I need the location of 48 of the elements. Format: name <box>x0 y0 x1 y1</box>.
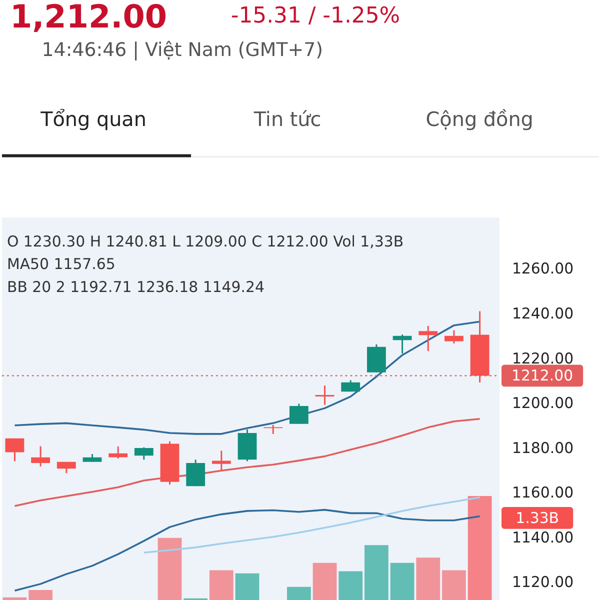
candlestick <box>31 445 50 468</box>
y-tick-label: 1260.00 <box>512 260 574 278</box>
bar <box>312 562 337 600</box>
candlestick <box>418 325 438 352</box>
bar <box>468 496 492 600</box>
candlestick <box>108 446 128 460</box>
text: 14:46:46 | Việt Nam (GMT+7) <box>42 39 323 62</box>
bar <box>286 586 311 600</box>
y-tick-label: 1160.00 <box>512 484 574 502</box>
candlestick <box>186 458 206 487</box>
bar <box>390 562 414 600</box>
text: Tổng quan <box>40 108 146 131</box>
y-tick-label: 1140.00 <box>512 528 574 546</box>
line-series <box>14 508 481 592</box>
bar <box>209 570 234 600</box>
ref-line-label: 1212.00 <box>511 366 574 385</box>
y-tick-label: 1180.00 <box>512 438 574 457</box>
line-series <box>14 320 481 435</box>
text: 1,212.00 <box>10 0 168 36</box>
y-tick-label: 1200.00 <box>512 394 574 412</box>
candlestick <box>289 402 308 425</box>
line-series <box>143 496 481 554</box>
y-tick-label: 1240.00 <box>512 304 574 322</box>
bar <box>338 571 363 600</box>
bar <box>2 597 27 600</box>
bar <box>235 573 260 600</box>
bar <box>158 538 182 600</box>
text: Cộng đồng <box>426 108 534 131</box>
candlestick <box>134 446 154 460</box>
candlestick <box>444 330 464 344</box>
y-tick-label: 1220.00 <box>512 349 574 368</box>
text: Tin tức <box>252 108 322 131</box>
candlestick <box>315 384 334 406</box>
bar <box>364 545 388 600</box>
y-tick-label: 1120.00 <box>512 573 574 592</box>
line-series <box>14 418 481 507</box>
bar <box>28 590 52 600</box>
annotation: O 1230.30 H 1240.81 L 1209.00 C 1212.00 Vol 1,33B <box>6 232 404 250</box>
bar <box>416 558 440 600</box>
text: 1.33B <box>516 508 560 527</box>
candlestick <box>5 438 24 462</box>
text: -15.31 / -1.25% <box>230 3 400 28</box>
annotation: BB 20 2 1192.71 1236.18 1149.24 <box>6 278 264 296</box>
candlestick <box>212 450 231 472</box>
candlestick <box>264 424 283 435</box>
bar <box>442 570 466 600</box>
candlestick <box>392 334 412 354</box>
annotation: MA50 1157.65 <box>6 255 116 274</box>
